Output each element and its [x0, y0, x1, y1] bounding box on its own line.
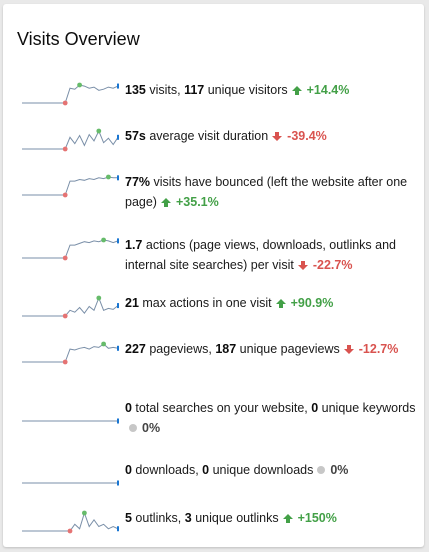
- metric-value: 0: [202, 463, 210, 477]
- change-percent: +90.9%: [290, 296, 334, 310]
- sparkline-max-point: [96, 295, 102, 301]
- metric-text: 0 downloads, 0 unique downloads 0%: [125, 460, 417, 480]
- metric-value: 57s: [125, 129, 146, 143]
- no-change-icon: [129, 424, 137, 432]
- metric-label: pageviews,: [145, 342, 216, 356]
- sparkline-min-point: [62, 100, 68, 106]
- change-percent: 0%: [142, 421, 161, 435]
- metric-label: unique visitors: [204, 83, 288, 97]
- sparkline-visits[interactable]: [20, 81, 120, 107]
- arrow-up-icon: [160, 198, 171, 207]
- sparkline-actions[interactable]: [20, 236, 120, 262]
- sparkline-line: [22, 296, 119, 317]
- sparkline-line: [22, 176, 118, 196]
- sparkline-last-point: [117, 418, 119, 424]
- sparkline-min-point: [67, 528, 73, 534]
- sparkline-line: [22, 239, 119, 259]
- sparkline-max-point: [101, 341, 106, 347]
- sparkline-min-point: [62, 255, 68, 261]
- metric-text: 0 total searches on your website, 0 uniq…: [125, 398, 417, 438]
- metric-label: unique pageviews: [236, 342, 340, 356]
- metric-text: 77% visits have bounced (left the websit…: [125, 172, 417, 212]
- no-change-icon: [317, 466, 326, 474]
- sparkline-searches[interactable]: [20, 399, 120, 425]
- metric-label: actions (page views, downloads, outlinks…: [125, 238, 397, 272]
- sparkline-max-actions[interactable]: [20, 294, 120, 320]
- metric-text: 57s average visit duration -39.4%: [125, 126, 417, 146]
- sparkline-line: [22, 511, 119, 532]
- metric-value: 77%: [125, 175, 151, 189]
- arrow-up-icon: [282, 514, 293, 523]
- metric-value: 187: [215, 342, 237, 356]
- sparkline-bounce[interactable]: [20, 173, 120, 199]
- metric-label: outlinks,: [131, 511, 185, 525]
- sparkline-last-point: [117, 303, 119, 309]
- change-percent: -12.7%: [358, 342, 399, 356]
- visits-overview-widget: Visits Overview 135 visits, 117 unique v…: [3, 4, 424, 547]
- sparkline-min-point: [62, 313, 68, 319]
- sparkline-avg-duration[interactable]: [20, 127, 120, 153]
- change-percent: +14.4%: [306, 83, 350, 97]
- sparkline-max-point: [77, 82, 82, 88]
- metric-text: 135 visits, 117 unique visitors +14.4%: [125, 80, 417, 100]
- metric-value: 0: [125, 463, 132, 477]
- sparkline-downloads[interactable]: [20, 461, 120, 487]
- sparkline-last-point: [117, 238, 119, 244]
- change-percent: -39.4%: [287, 129, 327, 143]
- sparkline-last-point: [117, 480, 119, 486]
- metric-text: 21 max actions in one visit +90.9%: [125, 293, 417, 313]
- sparkline-line: [22, 84, 119, 104]
- sparkline-min-point: [62, 359, 68, 365]
- sparkline-max-point: [82, 510, 87, 516]
- metric-label: unique downloads: [209, 463, 314, 477]
- sparkline-min-point: [62, 192, 68, 198]
- sparkline-outlinks[interactable]: [20, 509, 120, 535]
- arrow-up-icon: [291, 86, 302, 95]
- sparkline-last-point: [117, 83, 119, 89]
- metric-label: visits have bounced (left the website af…: [125, 175, 408, 209]
- metric-label: max actions in one visit: [138, 296, 272, 310]
- sparkline-min-point: [62, 146, 68, 152]
- change-percent: +35.1%: [175, 195, 219, 209]
- metric-label: total searches on your website,: [131, 401, 312, 415]
- metric-value: 135: [125, 83, 146, 97]
- metric-value: 0: [125, 401, 132, 415]
- sparkline-max-point: [101, 237, 106, 243]
- change-percent: -22.7%: [312, 258, 353, 272]
- arrow-down-icon: [343, 345, 354, 354]
- metric-text: 227 pageviews, 187 unique pageviews -12.7…: [125, 339, 417, 359]
- metric-value: 5: [125, 511, 132, 525]
- sparkline-last-point: [117, 345, 119, 351]
- sparkline-pageviews[interactable]: [20, 340, 120, 366]
- sparkline-last-point: [117, 175, 119, 181]
- metric-value: 117: [184, 83, 205, 97]
- metric-label: downloads,: [131, 463, 203, 477]
- metric-value: 1.7: [125, 238, 143, 252]
- sparkline-last-point: [117, 134, 119, 140]
- metric-label: unique outlinks: [191, 511, 279, 525]
- sparkline-line: [22, 343, 119, 363]
- widget-title: Visits Overview: [17, 29, 140, 49]
- metric-value: 0: [311, 401, 319, 415]
- sparkline-max-point: [106, 174, 111, 180]
- metric-value: 227: [125, 342, 146, 356]
- metric-text: 1.7 actions (page views, downloads, outl…: [125, 235, 417, 275]
- metric-value: 21: [125, 296, 139, 310]
- sparkline-max-point: [96, 128, 102, 134]
- change-percent: 0%: [330, 463, 349, 477]
- sparkline-line: [22, 129, 119, 150]
- metric-value: 3: [184, 511, 192, 525]
- metric-label: unique keywords: [318, 401, 416, 415]
- metric-text: 5 outlinks, 3 unique outlinks +150%: [125, 508, 417, 528]
- arrow-down-icon: [272, 132, 283, 141]
- arrow-down-icon: [297, 261, 308, 270]
- metric-label: average visit duration: [145, 129, 269, 143]
- sparkline-last-point: [117, 526, 119, 532]
- metric-label: visits,: [145, 83, 185, 97]
- change-percent: +150%: [297, 511, 337, 525]
- arrow-up-icon: [275, 299, 286, 308]
